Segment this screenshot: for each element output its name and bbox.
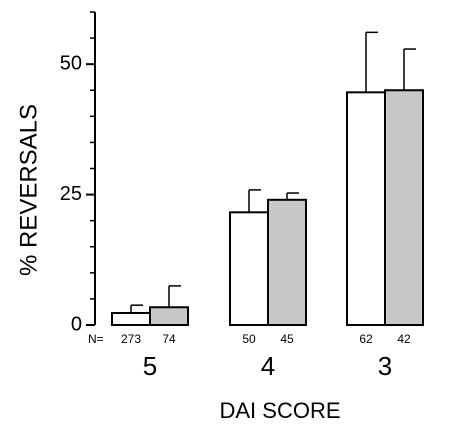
- x-tick-label: 3: [378, 351, 392, 381]
- x-tick-label: 4: [261, 351, 275, 381]
- bar: [267, 198, 307, 326]
- bar: [384, 89, 424, 326]
- x-tick-label: 5: [143, 351, 157, 381]
- n-count: 62: [359, 332, 373, 346]
- y-tick-label: 0: [71, 313, 82, 335]
- x-axis-label: DAI SCORE: [219, 398, 340, 423]
- y-tick-label: 25: [60, 183, 82, 205]
- n-count: 74: [162, 332, 176, 346]
- n-count: 273: [121, 332, 141, 346]
- n-count: 42: [397, 332, 411, 346]
- bar: [149, 306, 189, 327]
- bar: [111, 312, 151, 327]
- bar: [346, 91, 386, 326]
- n-count: 45: [280, 332, 294, 346]
- y-tick-label: 50: [60, 52, 82, 74]
- y-axis-label: % REVERSALS: [15, 104, 42, 276]
- bar: [229, 211, 269, 327]
- n-count: 50: [242, 332, 256, 346]
- n-label: N=: [88, 332, 104, 346]
